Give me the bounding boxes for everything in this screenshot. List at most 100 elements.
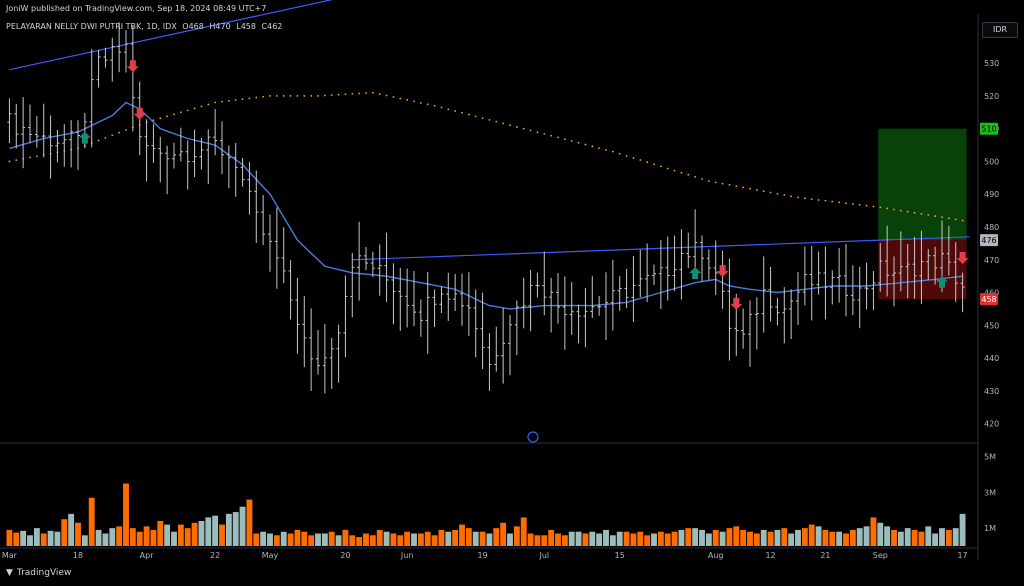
volume-tick-label: 1M (984, 524, 996, 533)
dotted-ma-point (358, 92, 361, 95)
symbol-name: PELAYARAN NELLY DWI PUTRI TBK, 1D, IDX (6, 22, 177, 31)
volume-bar (939, 528, 945, 546)
ohlc-bar (398, 267, 403, 331)
volume-bar (767, 531, 774, 546)
dotted-ma-point (961, 219, 964, 222)
ohlc-bar (809, 245, 814, 321)
dotted-ma-point (413, 100, 415, 103)
brand-name: TradingView (16, 568, 72, 578)
high-label: H (209, 22, 216, 31)
dotted-ma-point (186, 109, 189, 112)
volume-bar (568, 531, 575, 546)
dotted-ma-point (241, 98, 244, 101)
price-tick-label: 420 (984, 420, 999, 429)
volume-bar (253, 533, 260, 546)
volume-bar (246, 499, 253, 546)
volume-bar (54, 531, 61, 546)
price-label-text: 510 (981, 125, 996, 134)
volume-bar (616, 531, 623, 546)
volume-bar (507, 533, 513, 546)
dotted-ma-point (913, 211, 916, 214)
dotted-ma-point (104, 136, 107, 139)
ohlc-bar (830, 270, 835, 305)
ohlc-bar (172, 142, 176, 169)
ohlc-bar (151, 124, 156, 163)
ohlc-bar (322, 323, 327, 394)
dotted-ma-point (742, 186, 745, 189)
dotted-ma-point (598, 147, 601, 150)
volume-bar (267, 533, 273, 546)
volume-bar (589, 531, 596, 546)
ohlc-bar (556, 272, 560, 324)
volume-bar (335, 535, 342, 546)
dotted-ma-point (557, 136, 559, 139)
volume-bar (836, 531, 843, 546)
volume-bar (205, 517, 212, 546)
dotted-ma-point (118, 131, 121, 134)
ohlc-bar (700, 235, 704, 282)
ohlc-bar (871, 271, 876, 310)
volume-bar (102, 533, 109, 546)
ohlc-bar (857, 266, 862, 329)
dotted-ma-point (234, 99, 237, 101)
price-tick-label: 530 (984, 59, 999, 68)
ohlc-bar (686, 232, 691, 269)
ohlc-bar (521, 277, 526, 329)
ohlc-bar (782, 287, 787, 344)
volume-bar (877, 522, 884, 546)
ohlc-bar (905, 243, 910, 299)
volume-bar (280, 531, 287, 546)
ohlc-bar (919, 230, 924, 304)
price-tick-label: 490 (984, 190, 999, 199)
moving-average-line (9, 101, 963, 310)
dotted-ma-point (687, 173, 690, 176)
time-tick-label: Jul (538, 551, 549, 560)
target-zone (878, 128, 967, 241)
sell-arrow-icon (133, 107, 146, 120)
volume-bar (383, 531, 390, 546)
price-label-text: 458 (981, 295, 996, 304)
volume-bar (541, 535, 548, 546)
ohlc-bar (960, 272, 965, 313)
ohlc-bar (953, 242, 958, 302)
dotted-ma-point (330, 94, 333, 97)
volume-bar (411, 533, 417, 546)
volume-bar (534, 535, 541, 546)
time-tick-label: 18 (73, 551, 83, 560)
ohlc-bar (473, 289, 478, 358)
volume-bar (781, 528, 788, 546)
ohlc-bar (178, 127, 183, 162)
volume-bar (150, 529, 157, 546)
dotted-ma-point (248, 97, 251, 100)
time-tick-label: 20 (340, 551, 350, 560)
dotted-ma-point (303, 95, 306, 97)
ohlc-bar (41, 103, 46, 158)
dotted-ma-point (851, 203, 854, 205)
volume-tick-label: 5M (984, 453, 996, 462)
dotted-ma-point (323, 94, 326, 97)
dotted-ma-point (152, 119, 155, 122)
volume-bar (849, 529, 856, 546)
dotted-ma-point (550, 134, 553, 137)
footer-brand: ▼ TradingView (6, 568, 71, 578)
volume-bar (184, 528, 191, 546)
ohlc-bar (535, 272, 540, 298)
currency-badge[interactable]: IDR (982, 22, 1018, 38)
volume-bar (136, 531, 143, 546)
dotted-ma-point (790, 195, 793, 198)
volume-bar (20, 530, 27, 546)
volume-bar (88, 497, 95, 546)
volume-bar (81, 535, 88, 546)
dotted-ma-point (611, 150, 614, 153)
ohlc-bar (288, 260, 293, 320)
volume-bar (157, 521, 164, 546)
volume-bar (47, 530, 54, 546)
dotted-ma-point (214, 101, 217, 104)
dotted-ma-point (625, 154, 628, 157)
dotted-ma-point (653, 163, 655, 166)
ohlc-bar (617, 276, 622, 311)
dotted-ma-point (255, 96, 258, 99)
dotted-ma-point (934, 215, 937, 217)
dotted-ma-point (570, 140, 573, 142)
